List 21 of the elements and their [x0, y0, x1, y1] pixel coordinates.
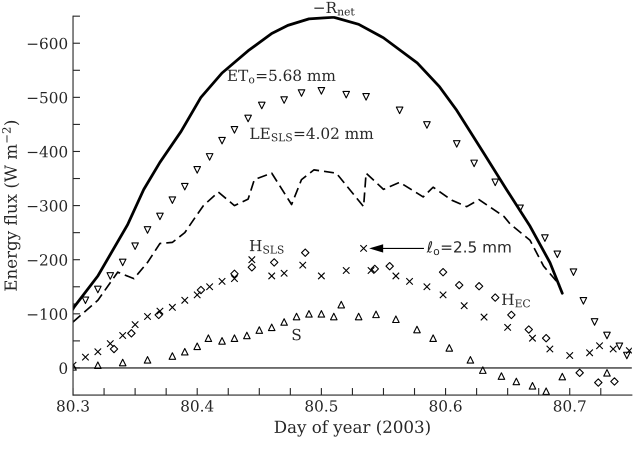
x-tick-label: 80.3	[57, 400, 89, 412]
y-tick-label: −500	[28, 92, 68, 104]
x-tick-label: 80.7	[554, 400, 586, 412]
y-axis-title: Energy flux (W m$^{−2}$)	[2, 120, 20, 291]
x-tick-label: 80.4	[181, 400, 214, 412]
annotation: ℓ$_{o}$=2.5 mm	[426, 241, 511, 256]
text: −R$_{net}$	[314, 2, 355, 16]
x-axis-title: Day of year (2003)	[274, 420, 430, 437]
annotation: H$_{SLS}$	[250, 240, 284, 254]
x-tick-label: 80.6	[430, 400, 462, 412]
y-tick-label: −400	[28, 146, 68, 158]
annotation: S	[292, 328, 301, 340]
y-tick-label: −600	[28, 38, 68, 50]
y-tick-label: −300	[28, 200, 68, 212]
x-tick-label: 80.5	[305, 400, 338, 412]
y-tick-label: −200	[28, 254, 68, 266]
annotation: LE$_{SLS}$=4.02 mm	[250, 128, 374, 142]
y-tick-label: −100	[28, 308, 68, 320]
annotation: H$_{EC}$	[502, 294, 530, 308]
y-tick-label: 0	[59, 362, 68, 374]
annotation: ET$_{o}$=5.68 mm	[228, 70, 336, 84]
